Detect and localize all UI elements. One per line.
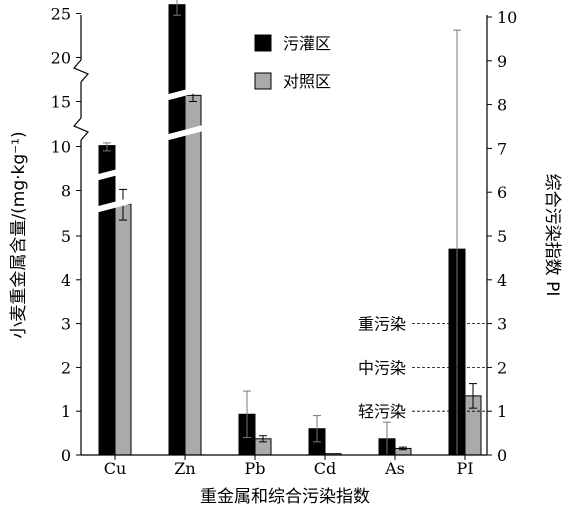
bar-Cu-polluted bbox=[98, 145, 116, 456]
right-tick-label-3: 3 bbox=[497, 315, 507, 334]
break-stripe-zn-upper bbox=[164, 84, 208, 101]
right-tick-label-10: 10 bbox=[497, 8, 517, 27]
bar-Zn-polluted bbox=[168, 4, 186, 456]
legend-swatch-0 bbox=[254, 34, 272, 52]
reference-label-1: 轻污染 bbox=[358, 402, 406, 421]
x-tick-label-Cd: Cd bbox=[314, 459, 336, 478]
x-tick-label-Cu: Cu bbox=[104, 459, 127, 478]
reference-label-3: 重污染 bbox=[358, 315, 406, 334]
left-tick-label-25: 25 bbox=[51, 5, 71, 24]
x-tick-label-As: As bbox=[384, 459, 405, 478]
bar-Cu-control bbox=[114, 203, 132, 456]
left-tick-label-2: 2 bbox=[61, 358, 71, 377]
x-tick-label-Pb: Pb bbox=[244, 459, 265, 478]
x-axis-title: 重金属和综合污染指数 bbox=[200, 487, 370, 507]
left-tick-label-8: 8 bbox=[61, 182, 71, 201]
right-tick-label-7: 7 bbox=[497, 139, 507, 158]
y-axis-title-left: 小麦重金属含量/(mg·kg⁻¹) bbox=[9, 131, 29, 338]
left-tick-label-0: 0 bbox=[61, 446, 71, 465]
legend-swatch-1 bbox=[254, 72, 272, 90]
left-tick-label-20: 20 bbox=[51, 49, 71, 68]
x-tick-label-Zn: Zn bbox=[174, 459, 195, 478]
right-tick-label-8: 8 bbox=[497, 96, 507, 115]
bar-Zn-control bbox=[184, 94, 202, 456]
right-tick-label-6: 6 bbox=[497, 183, 507, 202]
break-stripe-cu-lower bbox=[94, 196, 138, 213]
right-tick-label-9: 9 bbox=[497, 52, 507, 71]
right-tick-label-2: 2 bbox=[497, 358, 507, 377]
left-tick-label-1: 1 bbox=[61, 402, 71, 421]
break-stripe-cu-upper bbox=[94, 164, 138, 181]
left-tick-label-4: 4 bbox=[61, 271, 71, 290]
left-tick-label-3: 3 bbox=[61, 315, 71, 334]
legend-label-0: 污灌区 bbox=[283, 34, 331, 53]
left-axis-break-upper bbox=[73, 59, 89, 83]
reference-label-2: 中污染 bbox=[358, 358, 406, 377]
left-axis-break-lower bbox=[73, 117, 89, 141]
right-tick-label-0: 0 bbox=[497, 446, 507, 465]
legend-label-1: 对照区 bbox=[283, 72, 331, 91]
right-tick-label-5: 5 bbox=[497, 227, 507, 246]
right-tick-label-4: 4 bbox=[497, 271, 507, 290]
left-tick-label-10: 10 bbox=[51, 138, 71, 157]
right-tick-label-1: 1 bbox=[497, 402, 507, 421]
left-tick-label-15: 15 bbox=[51, 93, 71, 112]
x-tick-label-PI: PI bbox=[456, 459, 473, 478]
break-stripe-zn-lower bbox=[164, 124, 208, 141]
y-axis-title-right: 综合污染指数 PI bbox=[542, 174, 562, 297]
left-tick-label-5: 5 bbox=[61, 227, 71, 246]
